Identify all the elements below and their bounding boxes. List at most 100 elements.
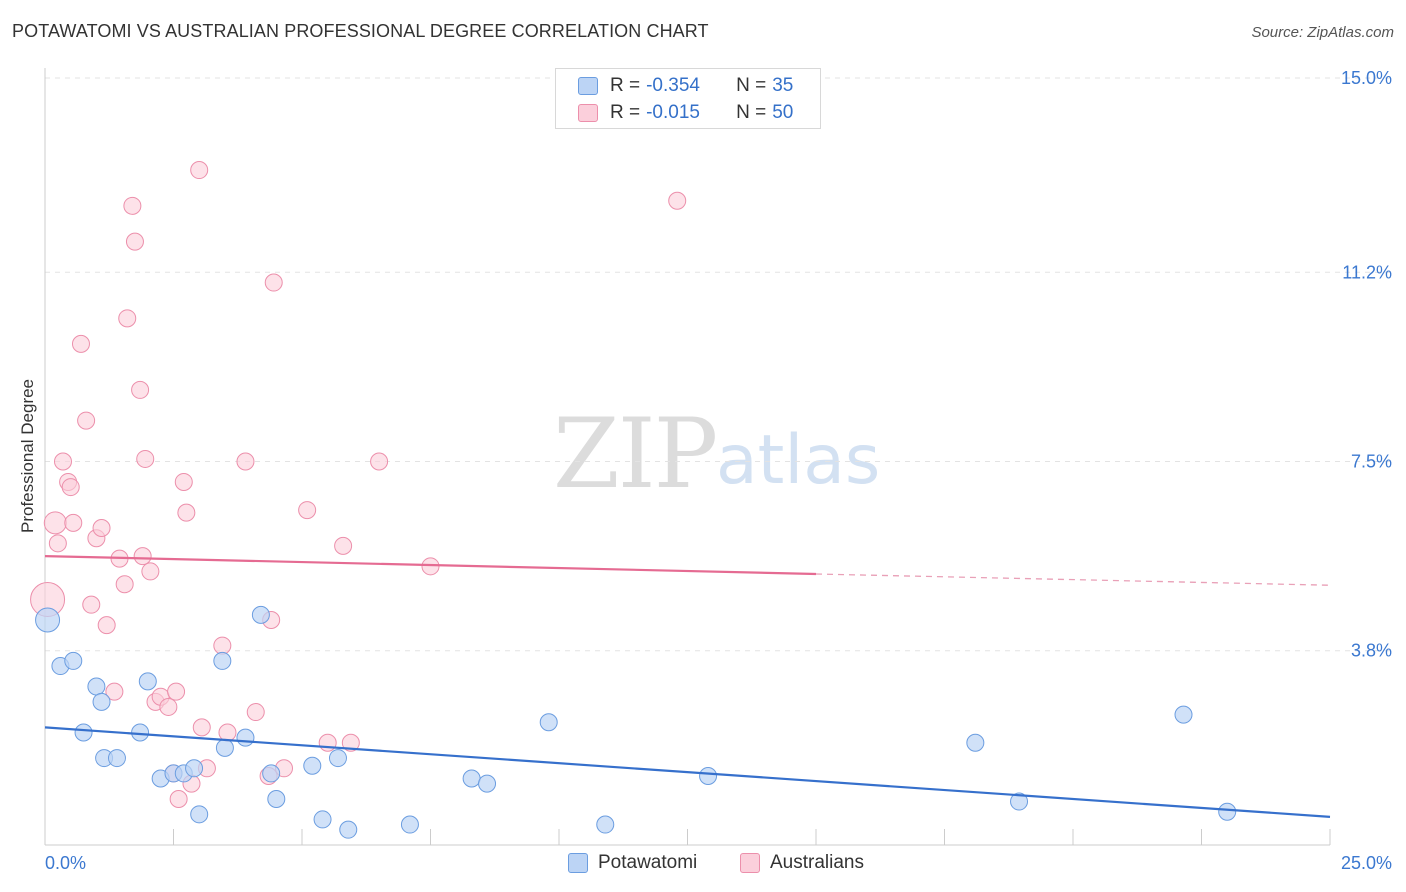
trend-lines (44, 554, 1331, 818)
legend-label-potawatomi: Potawatomi (598, 852, 698, 873)
trend-line-australians-extension (815, 573, 1331, 586)
data-point (71, 334, 90, 353)
data-point (87, 677, 106, 696)
data-point (478, 774, 497, 793)
legend-swatch-blue (568, 853, 588, 873)
data-point (131, 380, 150, 399)
legend-r-label: R = (610, 102, 641, 123)
data-point (118, 309, 137, 328)
australians-points (30, 161, 687, 808)
y-tick-label: 7.5% (1351, 452, 1392, 472)
data-point (74, 723, 93, 742)
data-point (82, 595, 101, 614)
data-point (313, 810, 332, 829)
data-point (141, 562, 160, 581)
data-point (53, 452, 72, 471)
legend-item-australians[interactable]: Australians (740, 852, 864, 874)
data-point (215, 738, 234, 757)
data-point (251, 605, 270, 624)
data-point (48, 534, 67, 553)
data-point (125, 232, 144, 251)
data-point (267, 789, 286, 808)
data-point (236, 452, 255, 471)
data-point (246, 703, 265, 722)
data-point (138, 672, 157, 691)
data-point (341, 733, 360, 752)
data-point (462, 769, 481, 788)
data-point (213, 636, 232, 655)
axes (44, 68, 1331, 846)
data-point (596, 815, 615, 834)
data-point (539, 713, 558, 732)
data-point (699, 766, 718, 785)
correlation-legend: R = -0.354 N = 35 R = -0.015 N = 50 (555, 68, 821, 129)
legend-r-value: -0.354 (646, 75, 700, 96)
data-point (421, 557, 440, 576)
legend-swatch-pink (578, 104, 598, 122)
y-axis-label: Professional Degree (18, 378, 37, 534)
data-point (213, 651, 232, 670)
data-point (264, 273, 283, 292)
legend-row-australians: R = -0.015 N = 50 (578, 101, 793, 125)
legend-n-label: N = (736, 75, 767, 96)
data-point (64, 513, 83, 532)
data-point (115, 575, 134, 594)
x-tick-label: 25.0% (1341, 853, 1392, 873)
data-point (133, 547, 152, 566)
trend-line-australians (44, 554, 817, 576)
trend-line-potawatomi (44, 726, 1331, 818)
legend-row-potawatomi: R = -0.354 N = 35 (578, 74, 793, 98)
y-tick-label: 15.0% (1341, 68, 1392, 88)
data-point (105, 682, 124, 701)
data-point (334, 536, 353, 555)
data-point (77, 411, 96, 430)
legend-n-value: 50 (772, 102, 794, 123)
data-point (61, 478, 80, 497)
data-point (185, 759, 204, 778)
legend-label-australians: Australians (770, 852, 864, 873)
data-point (107, 749, 126, 768)
data-point (339, 820, 358, 839)
data-point (123, 196, 142, 215)
data-point (35, 607, 61, 633)
series-legend: Potawatomi Australians (0, 852, 1406, 878)
data-point (97, 616, 116, 635)
legend-r-label: R = (610, 75, 641, 96)
data-point (136, 449, 155, 468)
data-point (1174, 705, 1193, 724)
data-point (159, 697, 178, 716)
potawatomi-points (35, 605, 1237, 839)
legend-n-label: N = (736, 102, 767, 123)
data-point (43, 511, 67, 535)
watermark-atlas: atlas (716, 421, 881, 500)
data-point (190, 805, 209, 824)
data-point (1218, 802, 1237, 821)
data-point (192, 718, 211, 737)
grid (45, 77, 1392, 652)
legend-swatch-pink (740, 853, 760, 873)
data-point (169, 789, 188, 808)
data-point (298, 501, 317, 520)
data-point (966, 733, 985, 752)
chart-title: POTAWATOMI VS AUSTRALIAN PROFESSIONAL DE… (12, 21, 709, 41)
y-tick-label: 3.8% (1351, 641, 1392, 661)
watermark-zip: ZIP (553, 398, 718, 510)
data-point (92, 518, 111, 537)
data-point (262, 764, 281, 783)
data-point (64, 651, 83, 670)
y-tick-label: 11.2% (1342, 262, 1392, 282)
legend-r-value: -0.015 (646, 102, 700, 123)
x-tick-label: 0.0% (45, 853, 86, 873)
data-point (190, 161, 209, 180)
data-point (167, 682, 186, 701)
data-point (370, 452, 389, 471)
source-label: Source: ZipAtlas.com (1251, 24, 1394, 41)
data-point (303, 756, 322, 775)
legend-item-potawatomi[interactable]: Potawatomi (568, 852, 697, 874)
data-point (1010, 792, 1029, 811)
data-point (92, 692, 111, 711)
data-point (177, 503, 196, 522)
data-point (174, 472, 193, 491)
legend-n-value: 35 (772, 75, 794, 96)
